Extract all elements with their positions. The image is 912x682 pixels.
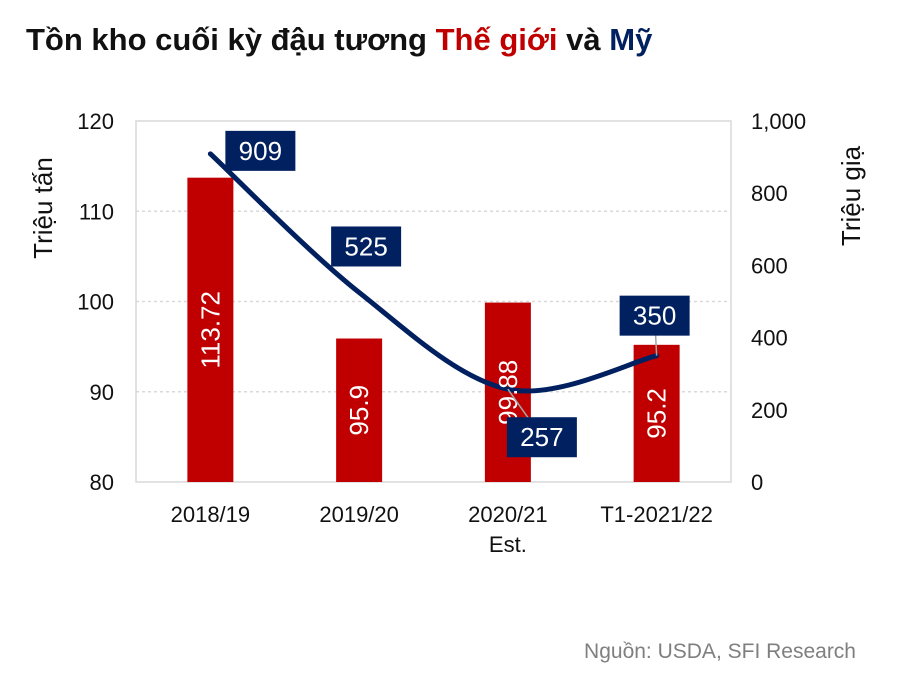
- bar: [187, 177, 234, 482]
- y2-tick-label: 600: [751, 253, 788, 278]
- x-tick-label: T1-2021/22: [600, 502, 713, 527]
- title-world: Thế giới: [435, 22, 558, 57]
- title-part-1: Tồn kho cuối kỳ đậu tương: [26, 22, 436, 57]
- y-tick-label: 100: [77, 290, 114, 315]
- x-tick-sublabel: Est.: [489, 532, 527, 557]
- y-axis-title: Triệu tấn: [28, 157, 58, 259]
- y2-tick-label: 1,000: [751, 109, 806, 134]
- line-label-box: [331, 226, 402, 267]
- bar-label: 95.2: [642, 388, 672, 439]
- y-tick-label: 90: [90, 380, 114, 405]
- bar-label: 99.88: [493, 360, 523, 425]
- x-tick-label: 2020/21: [468, 502, 548, 527]
- bar: [336, 338, 383, 482]
- y2-axis-title: Triệu giạ: [836, 145, 866, 246]
- line-label-box: [506, 417, 577, 458]
- line-label: 525: [344, 231, 387, 261]
- plot-frame: [135, 120, 732, 483]
- line-label: 257: [520, 422, 563, 452]
- line-label-box: [619, 295, 690, 336]
- y2-tick-label: 0: [751, 470, 763, 495]
- y-tick-label: 120: [77, 109, 114, 134]
- line-series: [207, 151, 660, 394]
- x-tick-label: 2018/19: [171, 502, 251, 527]
- bar-label: 113.72: [195, 291, 225, 369]
- line-label: 909: [239, 136, 282, 166]
- y-tick-label: 80: [90, 470, 114, 495]
- y2-tick-label: 800: [751, 181, 788, 206]
- axis-layer: 80 90 100 110 120 0 200 400 600 800 1,000 2018/19 20…: [77, 109, 806, 557]
- title-part-3: và: [557, 22, 610, 57]
- bar-layer: [187, 177, 680, 482]
- line-label-box: [225, 130, 296, 171]
- label-layer: 113.72 95.9 99.88 95.2 909 525 257 350: [195, 130, 690, 458]
- y2-tick-label: 400: [751, 326, 788, 351]
- x-tick-label: 2019/20: [319, 502, 399, 527]
- y-tick-label: 110: [79, 199, 114, 224]
- bar-label: 95.9: [344, 385, 374, 436]
- source-note: Nguồn: USDA, SFI Research: [584, 640, 856, 663]
- chart-title: Tồn kho cuối kỳ đậu tương Thế giới và Mỹ: [26, 22, 652, 58]
- bar: [633, 344, 680, 482]
- y2-tick-label: 200: [751, 398, 788, 423]
- line-label: 350: [633, 301, 676, 331]
- line-layer: [207, 151, 660, 394]
- title-us: Mỹ: [609, 22, 653, 57]
